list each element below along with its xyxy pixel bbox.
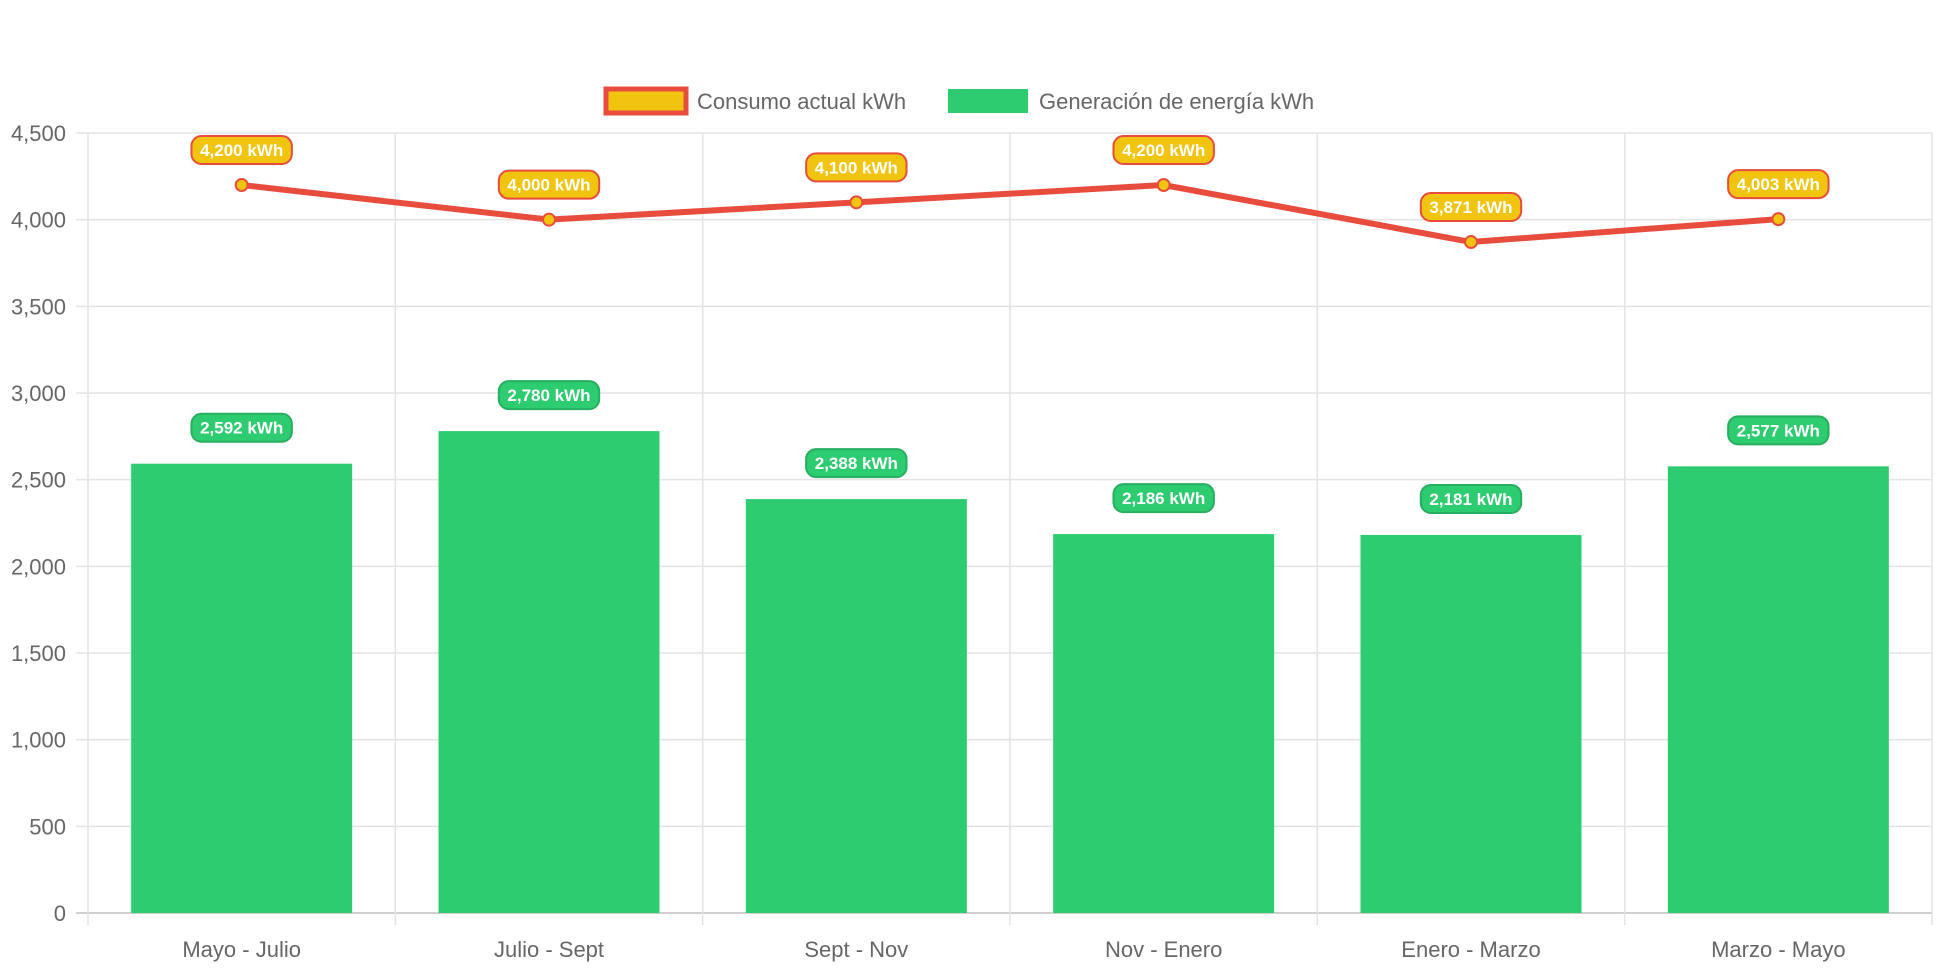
line-point <box>1464 235 1478 250</box>
bar-generacion <box>1667 466 1889 913</box>
data-label-box <box>1112 135 1215 165</box>
legend-item-consumo[interactable]: Consumo actual kWh <box>603 86 906 116</box>
y-tick-label: 3,500 <box>11 294 66 319</box>
x-tick-label: Nov - Enero <box>1105 937 1222 962</box>
data-label-box <box>190 412 293 443</box>
x-tick-label: Enero - Marzo <box>1401 937 1540 962</box>
y-tick-label: 0 <box>54 901 66 926</box>
data-label-text: 4,000 kWh <box>507 176 590 195</box>
line-consumo <box>241 181 1779 246</box>
data-label-box <box>1419 483 1523 514</box>
line-point <box>1156 178 1171 192</box>
data-label-box <box>805 448 908 479</box>
legend-item-generacion[interactable]: Generación de energía kWh <box>948 89 1314 114</box>
line-point <box>1771 212 1786 227</box>
y-tick-label: 4,000 <box>11 208 66 233</box>
grid <box>76 132 1933 925</box>
data-label-text: 4,200 kWh <box>1122 141 1205 160</box>
bars <box>131 431 1889 913</box>
bar-generacion <box>438 431 660 913</box>
bar-generacion <box>1053 534 1275 913</box>
legend[interactable]: Consumo actual kWh Generación de energía … <box>603 86 1314 116</box>
data-labels: 2,592 kWh 2,780 kWh 2,388 kWh 2,186 kWh 2,18… <box>190 135 1830 514</box>
data-label: 4,200 kWh <box>1112 135 1215 165</box>
legend-swatch-consumo <box>603 86 689 116</box>
data-label: 2,186 kWh <box>1112 483 1215 514</box>
axes: 0 500 1,000 1,500 2,000 2,500 3,000 3,500 4,000 4… <box>11 121 1846 962</box>
x-tick-label: Mayo - Julio <box>182 937 301 962</box>
data-label-text: 2,577 kWh <box>1737 421 1820 440</box>
bar-generacion <box>745 499 967 913</box>
bar-generacion <box>131 463 353 913</box>
y-tick-label: 2,500 <box>11 468 66 493</box>
data-label-box <box>1727 415 1830 446</box>
bar-generacion <box>1360 534 1582 913</box>
data-label-box <box>190 135 293 165</box>
data-label-text: 2,181 kWh <box>1429 490 1512 509</box>
data-label-text: 2,780 kWh <box>507 386 590 405</box>
legend-label-consumo: Consumo actual kWh <box>697 89 906 114</box>
data-label-text: 4,003 kWh <box>1737 175 1820 194</box>
data-label-text: 2,388 kWh <box>815 454 898 473</box>
line-point <box>849 195 864 210</box>
data-label: 4,200 kWh <box>190 135 293 165</box>
data-label-box <box>1727 169 1830 200</box>
y-tick-label: 2,000 <box>11 554 66 579</box>
data-label: 4,100 kWh <box>805 152 908 183</box>
data-label: 3,871 kWh <box>1419 192 1523 223</box>
y-tick-label: 4,500 <box>11 121 66 146</box>
data-label-text: 4,100 kWh <box>815 158 898 177</box>
data-label: 4,000 kWh <box>497 169 601 200</box>
data-label-box <box>497 169 601 200</box>
data-label-box <box>1112 483 1215 514</box>
data-label: 2,780 kWh <box>497 380 601 411</box>
x-tick-label: Marzo - Mayo <box>1711 937 1845 962</box>
y-tick-label: 1,000 <box>11 728 66 753</box>
legend-swatch-generacion <box>948 89 1028 113</box>
legend-label-generacion: Generación de energía kWh <box>1039 89 1314 114</box>
data-label-text: 2,186 kWh <box>1122 489 1205 508</box>
data-label: 4,003 kWh <box>1727 169 1830 200</box>
data-label: 2,388 kWh <box>805 448 908 479</box>
data-label-text: 4,200 kWh <box>200 141 283 160</box>
x-tick-label: Julio - Sept <box>494 937 604 962</box>
line-series <box>234 178 1786 250</box>
x-tick-label: Sept - Nov <box>804 937 908 962</box>
data-label-box <box>1419 192 1523 223</box>
data-label-text: 3,871 kWh <box>1429 198 1512 217</box>
data-label-box <box>497 380 601 411</box>
line-point <box>234 178 249 192</box>
data-label: 2,592 kWh <box>190 412 293 443</box>
y-tick-label: 1,500 <box>11 641 66 666</box>
y-tick-label: 3,000 <box>11 381 66 406</box>
data-label: 2,181 kWh <box>1419 483 1523 514</box>
y-tick-label: 500 <box>29 814 66 839</box>
data-label: 2,577 kWh <box>1727 415 1830 446</box>
line-point <box>542 212 556 227</box>
data-label-box <box>805 152 908 183</box>
data-label-text: 2,592 kWh <box>200 419 283 438</box>
